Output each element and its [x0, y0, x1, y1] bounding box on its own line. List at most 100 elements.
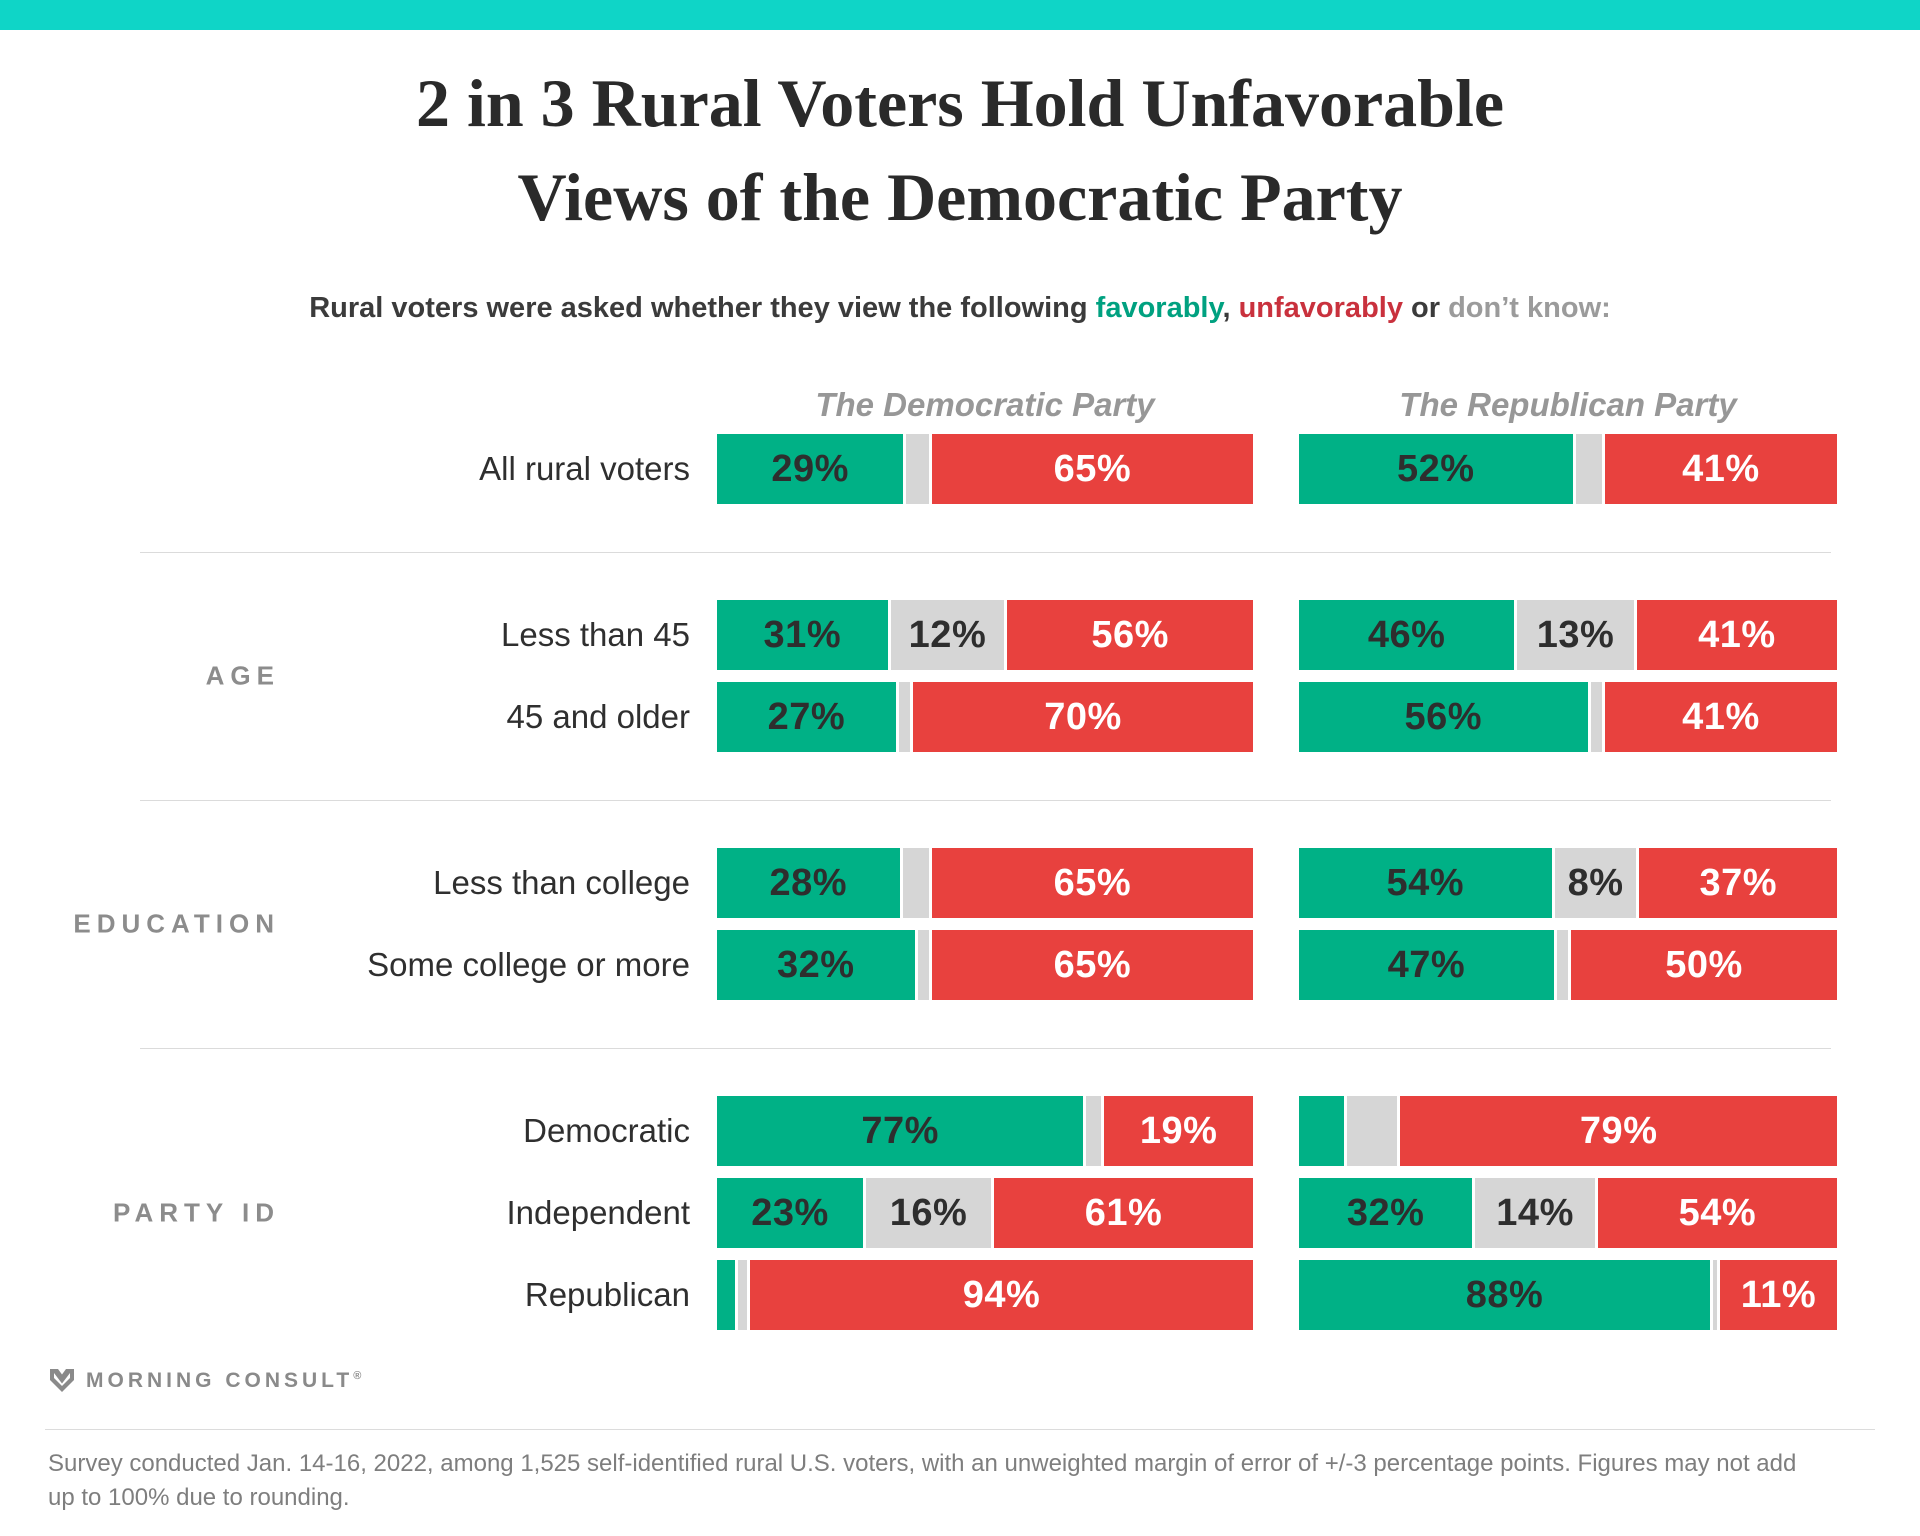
bar-segment-unfavorable: 65% — [931, 434, 1254, 504]
bar-segment-unfavorable: 41% — [1604, 682, 1837, 752]
percent-label: 23% — [751, 1191, 829, 1234]
column-gap — [1253, 434, 1299, 504]
percent-label: 65% — [1053, 447, 1132, 490]
percent-label: 65% — [1053, 861, 1132, 904]
bar-segment-dont-know: 16% — [865, 1178, 992, 1248]
subtitle-word-unfavorably: unfavorably — [1238, 292, 1403, 324]
bar-row: Republican 94% 88% 11% — [0, 1260, 1920, 1330]
row-label: Some college or more — [367, 946, 690, 983]
percent-label: 32% — [1346, 1191, 1425, 1234]
bar-segment-unfavorable: 54% — [1597, 1178, 1837, 1248]
percent-label: 13% — [1536, 613, 1615, 656]
percent-label: 37% — [1699, 861, 1778, 904]
chart-subtitle: Rural voters were asked whether they vie… — [0, 288, 1920, 328]
percent-label: 8% — [1567, 861, 1624, 904]
bar-segment-unfavorable: 41% — [1604, 434, 1837, 504]
bar-group-republican-party: 47% 50% — [1299, 930, 1837, 1000]
percent-label: 16% — [889, 1191, 968, 1234]
section-divider — [140, 1048, 1831, 1049]
percent-label: 77% — [861, 1109, 939, 1152]
percent-label: 65% — [1053, 943, 1132, 986]
survey-methodology-note: Survey conducted Jan. 14-16, 2022, among… — [48, 1450, 1797, 1511]
chart-title-line-2: Views of the Democratic Party — [517, 159, 1403, 235]
bar-segment-favorable: 46% — [1299, 600, 1515, 670]
bar-row: 45 and older 27% 70% 56% 41% — [0, 682, 1920, 752]
row-label: All rural voters — [479, 450, 690, 487]
bar-segment-dont-know — [1556, 930, 1568, 1000]
bar-segment-dont-know — [1347, 1096, 1398, 1166]
row-label: Independent — [506, 1194, 690, 1231]
bar-group-republican-party: 54% 8% 37% — [1299, 848, 1837, 918]
section-label-age: AGE — [205, 660, 280, 691]
bar-group-democratic-party: 27% 70% — [717, 682, 1253, 752]
row-label: 45 and older — [506, 698, 690, 735]
percent-label: 61% — [1084, 1191, 1163, 1234]
bar-segment-dont-know — [1590, 682, 1602, 752]
column-gap — [1253, 930, 1299, 1000]
row-label: Democratic — [523, 1112, 690, 1149]
bar-group-democratic-party: 77% 19% — [717, 1096, 1253, 1166]
column-gap — [1253, 848, 1299, 918]
morning-consult-logo-icon — [50, 1369, 74, 1392]
bar-segment-unfavorable: 70% — [913, 682, 1253, 752]
bar-row: All rural voters 29% 65% 52% 41% — [0, 434, 1920, 504]
top-accent-bar — [0, 0, 1920, 30]
percent-label: 47% — [1387, 943, 1466, 986]
bar-segment-dont-know: 14% — [1475, 1178, 1595, 1248]
percent-label: 41% — [1682, 447, 1760, 490]
bar-segment-unfavorable: 61% — [994, 1178, 1253, 1248]
header-gap — [1253, 384, 1299, 426]
bar-group-republican-party: 79% — [1299, 1096, 1837, 1166]
column-gap — [1253, 600, 1299, 670]
percent-label: 14% — [1496, 1191, 1574, 1234]
section-divider — [140, 552, 1831, 553]
percent-label: 56% — [1091, 613, 1169, 656]
column-headers: The Democratic Party The Republican Part… — [0, 384, 1920, 426]
bar-segment-favorable: 54% — [1299, 848, 1552, 918]
stacked-bar-chart: All rural voters 29% 65% 52% 41% AGE Less than… — [0, 434, 1920, 1330]
subtitle-or: or — [1402, 292, 1449, 324]
row-label: Less than 45 — [501, 616, 690, 653]
chart-title: 2 in 3 Rural Voters Hold Unfavorable Vie… — [0, 56, 1920, 244]
header-spacer — [0, 384, 717, 426]
percent-label: 41% — [1698, 613, 1776, 656]
bar-segment-favorable: 88% — [1299, 1260, 1711, 1330]
row-label: Less than college — [433, 864, 690, 901]
footer-divider — [45, 1429, 1875, 1430]
bar-segment-unfavorable: 50% — [1571, 930, 1837, 1000]
bar-segment-unfavorable: 37% — [1639, 848, 1837, 918]
bar-segment-dont-know: 8% — [1554, 848, 1637, 918]
chart-title-line-1: 2 in 3 Rural Voters Hold Unfavorable — [415, 65, 1505, 141]
percent-label: 56% — [1404, 695, 1483, 738]
percent-label: 27% — [767, 695, 846, 738]
bar-group-democratic-party: 94% — [717, 1260, 1253, 1330]
bar-segment-favorable: 52% — [1299, 434, 1573, 504]
section-age: AGE Less than 45 31% 12% 56% 46% 13% 41% 45 and … — [0, 600, 1920, 752]
section-overall: All rural voters 29% 65% 52% 41% — [0, 434, 1920, 504]
percent-label: 54% — [1678, 1191, 1757, 1234]
bar-row: Democratic 77% 19% 79% — [0, 1096, 1920, 1166]
percent-label: 79% — [1579, 1109, 1658, 1152]
percent-label: 88% — [1465, 1273, 1544, 1316]
bar-segment-favorable: 28% — [717, 848, 900, 918]
percent-label: 50% — [1665, 943, 1743, 986]
column-gap — [1253, 1096, 1299, 1166]
bar-group-democratic-party: 31% 12% 56% — [717, 600, 1253, 670]
bar-row: Less than college 28% 65% 54% 8% 37% — [0, 848, 1920, 918]
column-gap — [1253, 682, 1299, 752]
bar-segment-dont-know — [1713, 1260, 1717, 1330]
percent-label: 52% — [1396, 447, 1475, 490]
bar-row: Less than 45 31% 12% 56% 46% 13% 41% — [0, 600, 1920, 670]
bar-segment-favorable: 23% — [717, 1178, 863, 1248]
percent-label: 94% — [962, 1273, 1041, 1316]
bar-group-democratic-party: 32% 65% — [717, 930, 1253, 1000]
bar-segment-dont-know — [917, 930, 929, 1000]
subtitle-prefix: Rural voters were asked whether they vie… — [309, 292, 1096, 324]
bar-segment-favorable — [1299, 1096, 1345, 1166]
column-header-republican-party: The Republican Party — [1399, 386, 1737, 423]
bar-segment-dont-know — [738, 1260, 748, 1330]
bar-segment-favorable: 31% — [717, 600, 888, 670]
registered-trademark: ® — [353, 1370, 362, 1382]
column-header-democratic-party: The Democratic Party — [815, 386, 1155, 423]
